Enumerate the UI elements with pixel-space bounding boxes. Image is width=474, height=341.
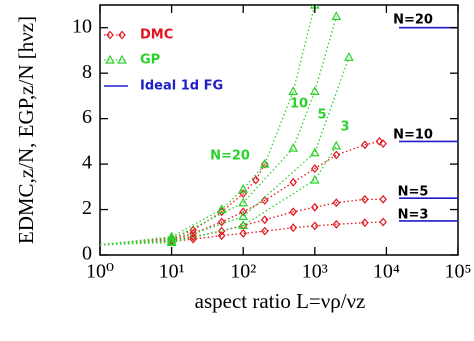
y-tick-label: 8 [82, 61, 92, 83]
data-point [189, 232, 197, 242]
series-line [100, 57, 350, 246]
series-line [100, 221, 384, 246]
data-point [311, 221, 319, 231]
data-point [289, 177, 298, 187]
data-point [375, 136, 384, 146]
data-point [238, 211, 249, 220]
curve-label: 5 [317, 108, 326, 123]
x-tick-label: 10¹ [159, 261, 185, 283]
y-tick-label: 0 [82, 243, 92, 265]
data-point [260, 215, 269, 225]
curve-label: 3 [340, 120, 349, 135]
data-point [332, 150, 341, 160]
data-point [260, 196, 269, 205]
data-point [379, 217, 387, 227]
data-point [260, 226, 269, 236]
y-tick-label: 4 [82, 152, 92, 174]
x-axis-label: aspect ratio L=νρ/νz [195, 289, 366, 313]
data-point [361, 218, 369, 228]
data-point [189, 228, 197, 238]
legend-label: Ideal 1d FG [140, 79, 223, 94]
y-tick-label: 6 [82, 106, 92, 128]
data-point [361, 194, 369, 204]
data-point [332, 219, 341, 229]
x-tick-label: 10² [230, 261, 256, 283]
data-point [288, 142, 299, 152]
data-point [238, 183, 249, 193]
series-line [100, 5, 316, 246]
data-point [361, 140, 369, 150]
data-point [344, 52, 354, 61]
data-point [166, 236, 177, 245]
x-tick-label: 10⁰ [86, 261, 114, 283]
x-tick-label: 10⁵ [445, 261, 472, 283]
data-point [259, 158, 270, 168]
data-point [166, 233, 177, 243]
data-point [331, 11, 342, 20]
series-line [100, 16, 338, 246]
plot-area [100, 5, 458, 247]
data-point [311, 164, 319, 174]
data-point [309, 174, 320, 184]
data-point [309, 86, 320, 95]
data-point [189, 225, 197, 235]
data-point [311, 202, 319, 212]
legend-marker [106, 30, 114, 40]
curve-label: 10 [290, 97, 308, 112]
data-point [252, 175, 260, 185]
data-point [217, 231, 226, 241]
data-point [166, 231, 177, 241]
data-point [238, 197, 249, 207]
data-point [239, 207, 247, 217]
curve-label: N=20 [393, 13, 433, 28]
data-point [238, 220, 249, 230]
y-axis-label: EDMC,z/N, EGP,z/N [hνz] [14, 16, 38, 244]
curve-label: N=5 [398, 185, 429, 200]
data-point [379, 194, 387, 204]
plot-frame [99, 4, 459, 256]
legend-label: GP [140, 53, 160, 68]
data-point [289, 223, 298, 233]
data-point [288, 86, 299, 95]
data-point [289, 207, 298, 217]
data-point [239, 228, 247, 238]
legend-marker [117, 54, 127, 64]
legend-marker [118, 30, 126, 40]
data-point [217, 217, 226, 227]
data-point [309, 147, 320, 157]
data-point [379, 139, 387, 149]
data-point [217, 207, 226, 217]
data-point [331, 140, 342, 150]
curve-label: N=20 [210, 149, 250, 164]
data-point [216, 204, 227, 214]
curve-label: N=3 [398, 208, 429, 223]
curve-label: N=10 [393, 128, 433, 143]
y-tick-label: 2 [82, 197, 92, 219]
series-line [100, 163, 266, 246]
x-tick-label: 10³ [302, 261, 328, 283]
legend-marker [105, 54, 115, 64]
x-tick-label: 10⁴ [373, 261, 400, 283]
data-point [332, 198, 341, 208]
y-tick-label: 10 [72, 15, 92, 37]
legend-label: DMC [140, 28, 173, 43]
series-line [100, 145, 337, 246]
